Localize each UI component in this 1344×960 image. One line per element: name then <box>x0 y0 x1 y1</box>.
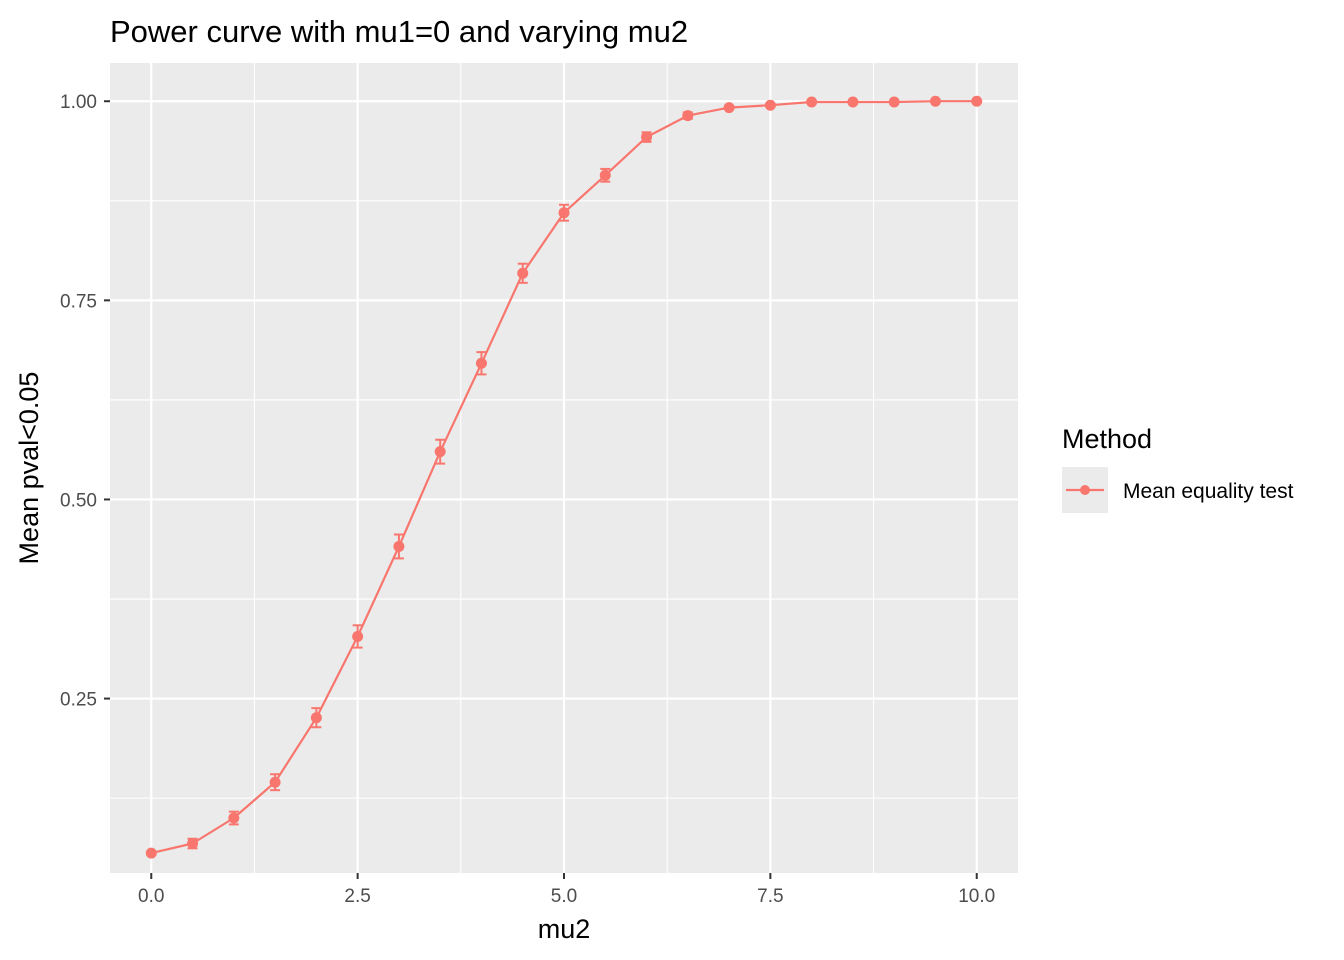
data-point <box>310 712 322 724</box>
data-point <box>145 847 157 859</box>
grid-lines <box>110 63 1018 873</box>
y-axis-title: Mean pval<0.05 <box>14 372 44 565</box>
chart-title: Power curve with mu1=0 and varying mu2 <box>110 14 688 49</box>
data-point <box>269 776 281 788</box>
data-point <box>806 96 818 108</box>
x-tick-label: 5.0 <box>551 886 577 907</box>
axis-ticks: 0.0 2.5 5.0 7.5 10.0 0.25 0.50 0.75 1.00 <box>60 92 995 907</box>
data-point <box>599 169 611 181</box>
data-point <box>682 110 694 122</box>
legend: Method Mean equality test <box>1062 424 1294 513</box>
x-tick-label: 0.0 <box>138 886 164 907</box>
data-point <box>352 630 364 642</box>
data-point <box>187 838 199 850</box>
data-point <box>517 267 529 279</box>
legend-entry-label: Mean equality test <box>1123 480 1294 503</box>
data-point <box>641 131 653 143</box>
data-point <box>475 357 487 369</box>
data-points <box>145 95 983 859</box>
y-tick-label: 0.25 <box>60 690 97 711</box>
x-tick-label: 10.0 <box>958 886 995 907</box>
x-tick-label: 7.5 <box>757 886 783 907</box>
data-point <box>723 102 735 114</box>
data-point <box>558 207 570 219</box>
data-point <box>228 812 240 824</box>
data-point <box>764 99 776 111</box>
y-tick-label: 1.00 <box>60 92 97 113</box>
data-point <box>393 540 405 552</box>
data-point <box>847 96 859 108</box>
legend-key-point <box>1080 485 1090 495</box>
data-point <box>929 95 941 107</box>
legend-title: Method <box>1062 424 1152 454</box>
data-point <box>971 95 983 107</box>
y-tick-label: 0.50 <box>60 490 97 511</box>
x-tick-label: 2.5 <box>344 886 370 907</box>
x-axis-title: mu2 <box>538 914 591 944</box>
data-point <box>888 96 900 108</box>
y-tick-label: 0.75 <box>60 291 97 312</box>
data-point <box>434 446 446 458</box>
